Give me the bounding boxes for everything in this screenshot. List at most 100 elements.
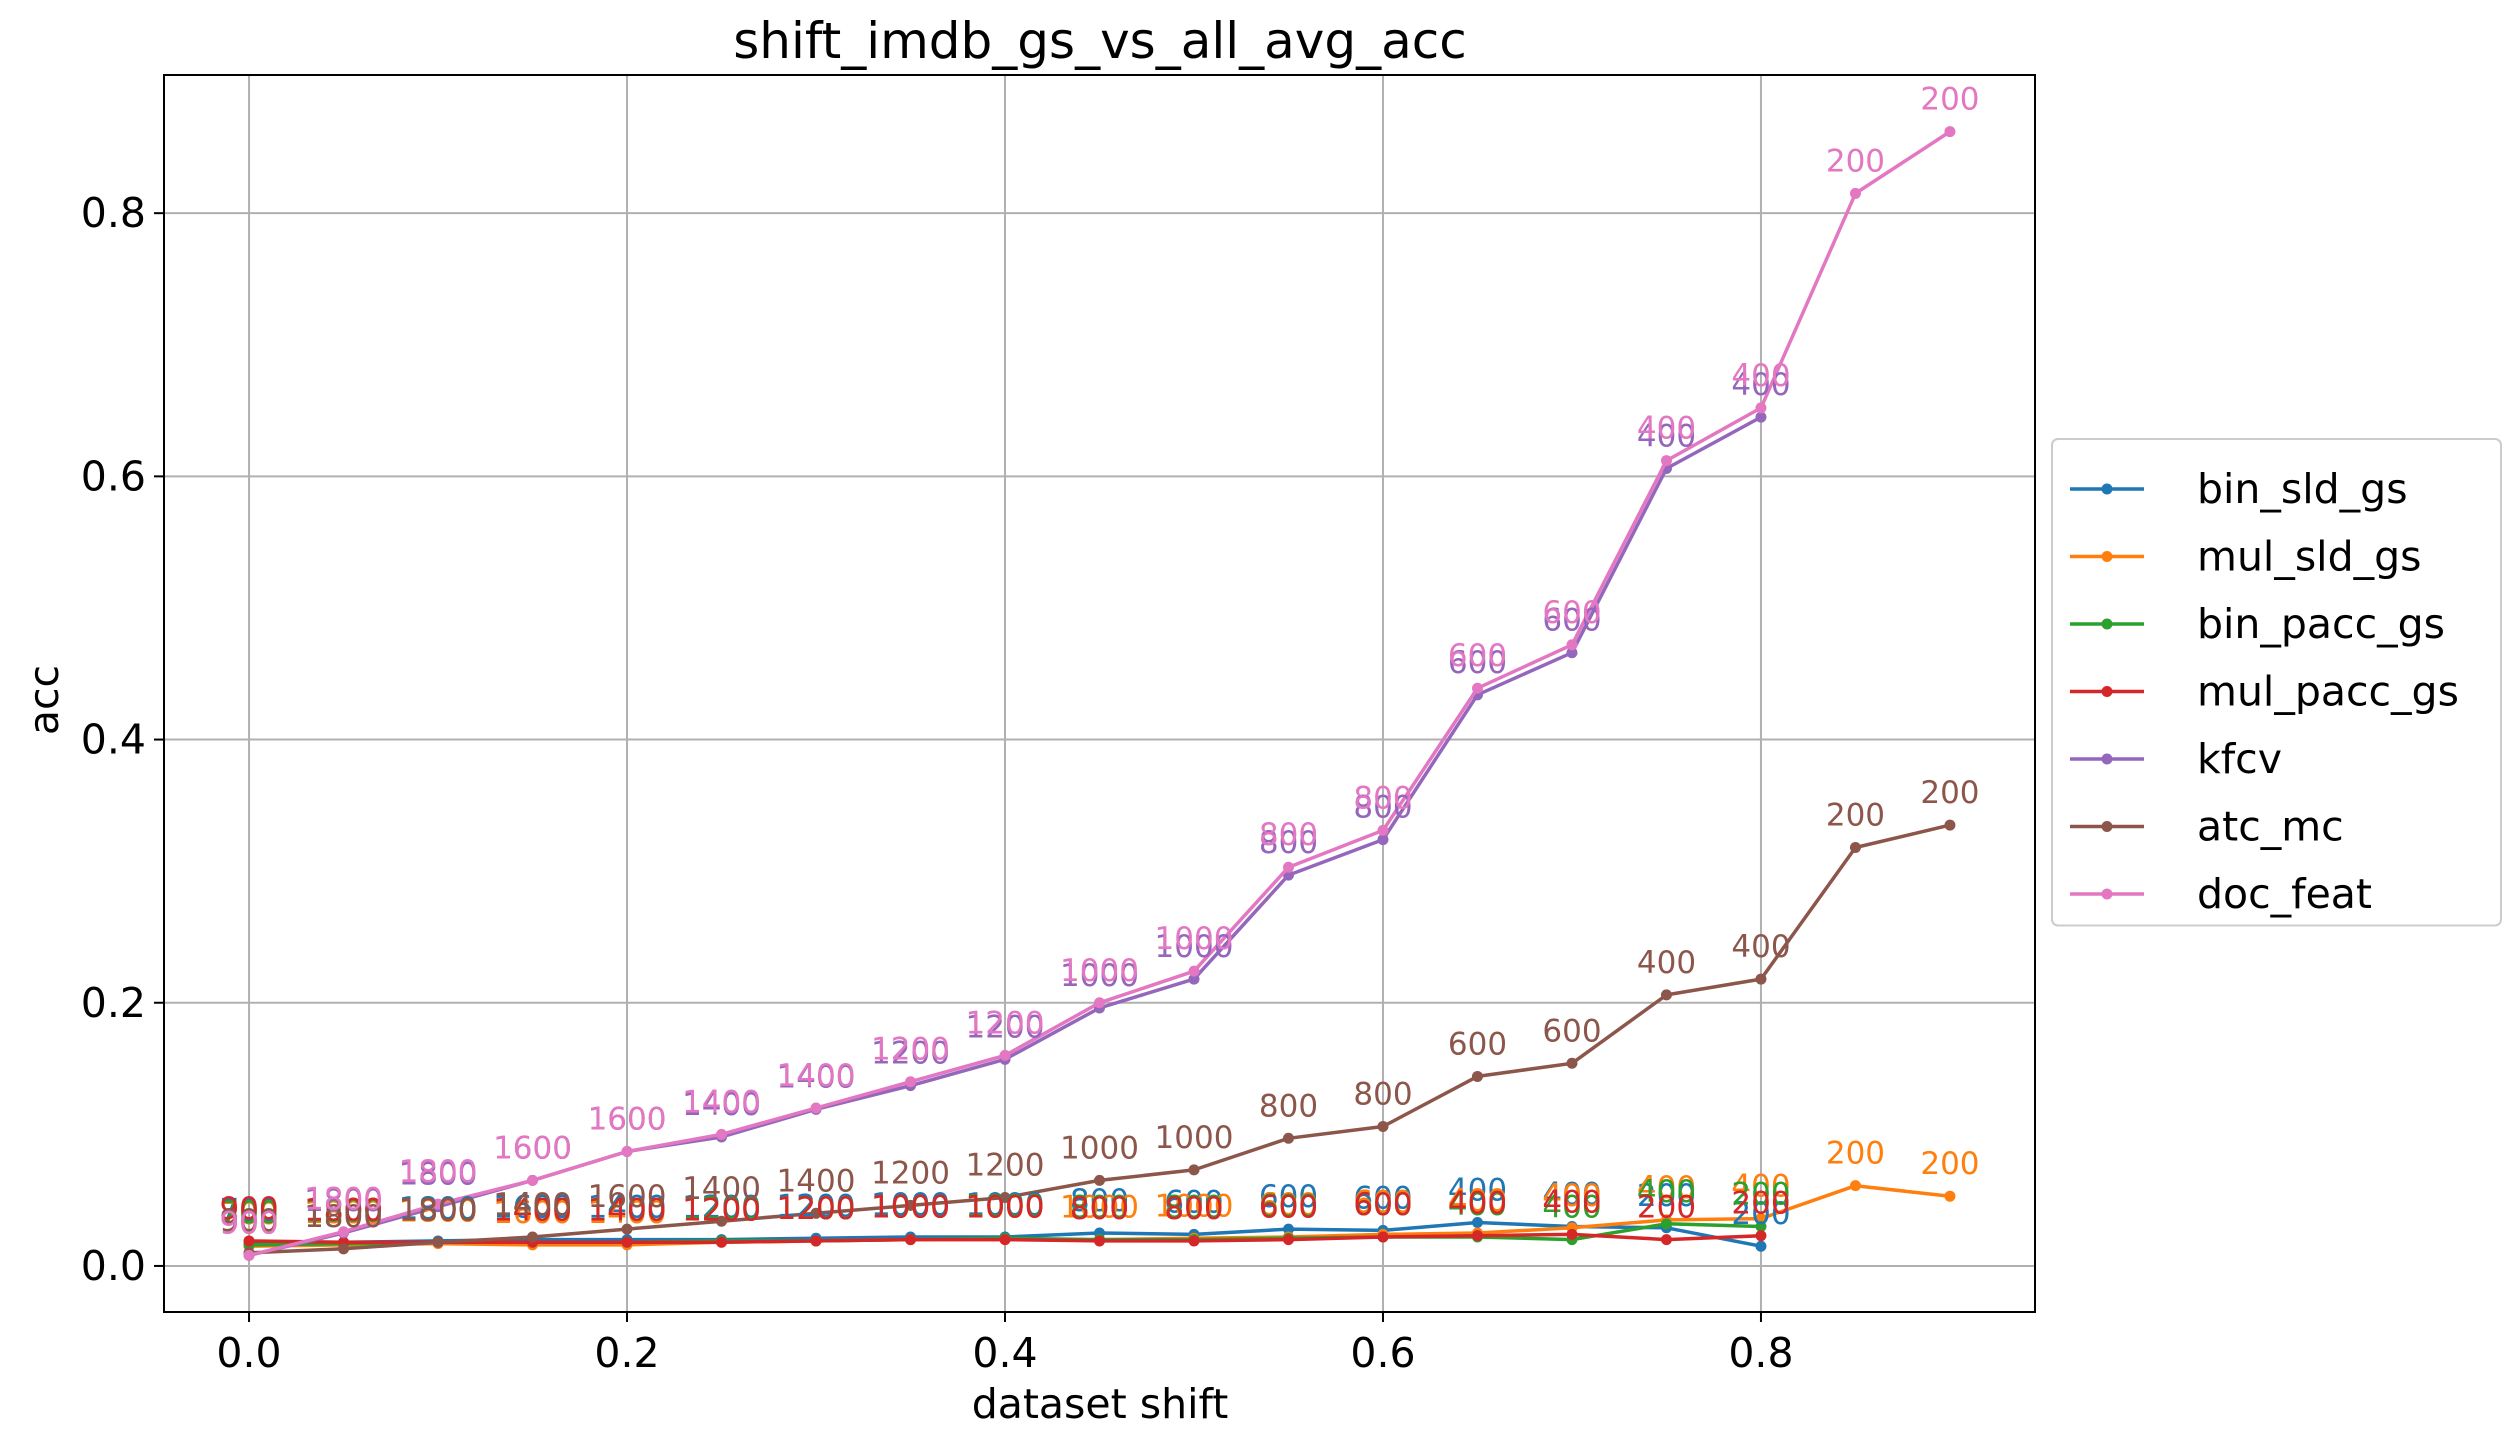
point-label-mul_sld_gs: 700 [219, 1196, 278, 1232]
data-point-atc_mc [1849, 841, 1861, 853]
data-point-doc_feat [810, 1102, 822, 1114]
point-label-kfcv: 1800 [399, 1157, 478, 1193]
point-label-atc_mc: 1400 [682, 1171, 761, 1207]
point-label-doc_feat: 600 [1448, 638, 1507, 674]
data-point-mul_pacc_gs [999, 1234, 1011, 1246]
legend-marker [2101, 618, 2113, 630]
data-point-mul_sld_gs [1849, 1180, 1861, 1192]
data-point-mul_pacc_gs [621, 1236, 633, 1248]
point-label-mul_sld_gs: 200 [1826, 1136, 1885, 1172]
legend-label: bin_pacc_gs [2197, 600, 2445, 648]
point-label-bin_sld_gs: 400 [1542, 1176, 1601, 1212]
point-label-mul_pacc_gs: 1800 [399, 1192, 478, 1228]
point-label-bin_pacc_gs: 1400 [493, 1192, 572, 1228]
point-label-mul_pacc_gs: 800 [1164, 1191, 1223, 1227]
point-label-doc_feat: 200 [1920, 82, 1979, 118]
point-label-bin_sld_gs: 200 [1637, 1178, 1696, 1214]
data-point-doc_feat [527, 1174, 539, 1186]
point-label-mul_pacc_gs: 1000 [966, 1190, 1045, 1226]
point-label-kfcv: 1200 [966, 1009, 1045, 1045]
point-label-atc_mc: 600 [1542, 1013, 1601, 1049]
point-label-bin_pacc_gs: 1800 [304, 1194, 383, 1230]
point-label-doc_feat: 1000 [1060, 953, 1139, 989]
point-label-bin_sld_gs: 1200 [682, 1190, 761, 1226]
data-point-atc_mc [1944, 819, 1956, 831]
data-point-mul_pacc_gs [905, 1234, 917, 1246]
point-label-bin_pacc_gs: 400 [1637, 1174, 1696, 1210]
point-label-bin_pacc_gs: 1400 [588, 1192, 667, 1228]
data-point-doc_feat [999, 1049, 1011, 1061]
data-point-doc_feat [1282, 861, 1294, 873]
point-label-kfcv: 1200 [871, 1036, 950, 1072]
point-label-atc_mc: 400 [1637, 945, 1696, 981]
legend-label: mul_pacc_gs [2197, 668, 2459, 716]
data-point-atc_mc [1660, 989, 1672, 1001]
point-label-doc_feat: 1000 [1155, 921, 1234, 957]
point-label-mul_sld_gs: 1600 [493, 1195, 572, 1231]
x-tick-label: 0.6 [1350, 1329, 1415, 1377]
point-label-mul_pacc_gs: 900 [219, 1191, 278, 1227]
point-label-kfcv: 1400 [777, 1059, 856, 1095]
legend-marker [2101, 821, 2113, 832]
point-label-kfcv: 900 [219, 1205, 278, 1241]
y-tick-label: 0.8 [81, 189, 146, 237]
point-label-kfcv: 1400 [682, 1087, 761, 1123]
point-label-bin_pacc_gs: 1200 [777, 1191, 856, 1227]
legend-label: kfcv [2197, 735, 2282, 783]
data-point-doc_feat [243, 1249, 255, 1261]
point-label-doc_feat: 400 [1731, 358, 1790, 394]
point-label-bin_pacc_gs: 800 [1070, 1190, 1129, 1226]
point-label-bin_pacc_gs: 600 [1259, 1188, 1318, 1224]
data-point-mul_pacc_gs [1094, 1235, 1105, 1247]
point-label-doc_feat: 1200 [871, 1032, 950, 1068]
data-point-atc_mc [1755, 973, 1767, 985]
y-tick-label: 0.4 [81, 716, 146, 764]
point-label-mul_sld_gs: 1000 [871, 1190, 950, 1226]
data-point-atc_mc [716, 1215, 728, 1227]
point-label-atc_mc: 1200 [871, 1155, 950, 1191]
data-point-atc_mc [338, 1243, 350, 1255]
data-point-atc_mc [1471, 1070, 1483, 1082]
point-label-doc_feat: 800 [1353, 780, 1412, 816]
data-point-doc_feat [432, 1198, 444, 1210]
point-label-bin_pacc_gs: 200 [1731, 1176, 1790, 1212]
point-label-doc_feat: 600 [1542, 595, 1601, 631]
data-point-atc_mc [1094, 1174, 1105, 1186]
point-label-mul_pacc_gs: 400 [1448, 1186, 1507, 1222]
data-point-mul_sld_gs [1755, 1213, 1767, 1225]
data-point-doc_feat [1471, 682, 1483, 694]
point-label-mul_sld_gs: 600 [1259, 1187, 1318, 1223]
point-label-atc_mc: 200 [1920, 775, 1979, 811]
x-tick-label: 0.0 [216, 1329, 281, 1377]
point-label-atc_mc: 800 [1259, 1088, 1318, 1124]
point-label-doc_feat: 1600 [493, 1130, 572, 1166]
point-label-bin_sld_gs: 1800 [304, 1192, 383, 1228]
point-label-atc_mc: 1800 [304, 1199, 383, 1235]
data-point-mul_sld_gs [1944, 1190, 1956, 1202]
point-label-doc_feat: 200 [1826, 143, 1885, 179]
data-point-doc_feat [1944, 126, 1956, 138]
data-point-doc_feat [1377, 824, 1389, 836]
point-label-doc_feat: 400 [1637, 411, 1696, 447]
data-point-atc_mc [1282, 1132, 1294, 1144]
point-label-bin_pacc_gs: 400 [1542, 1190, 1601, 1226]
legend-marker [2101, 888, 2113, 900]
data-point-atc_mc [432, 1236, 444, 1248]
data-point-doc_feat [1188, 965, 1200, 977]
data-point-doc_feat [905, 1076, 917, 1088]
point-label-bin_sld_gs: 1800 [399, 1191, 478, 1227]
data-point-mul_pacc_gs [1471, 1230, 1483, 1242]
data-point-mul_pacc_gs [1377, 1231, 1389, 1243]
legend-marker [2101, 551, 2113, 562]
point-label-bin_pacc_gs: 1000 [871, 1190, 950, 1226]
data-point-atc_mc [1188, 1164, 1200, 1176]
point-label-kfcv: 600 [1542, 603, 1601, 639]
point-label-mul_pacc_gs: 1200 [777, 1191, 856, 1227]
point-label-atc_mc: 1400 [777, 1163, 856, 1199]
data-point-mul_pacc_gs [1660, 1234, 1672, 1246]
point-label-bin_sld_gs: 400 [1448, 1173, 1507, 1209]
grid-lines [164, 75, 2035, 1312]
data-point-atc_mc [621, 1223, 633, 1235]
point-label-bin_sld_gs: 1200 [777, 1188, 856, 1224]
point-label-mul_pacc_gs: 1400 [493, 1192, 572, 1228]
